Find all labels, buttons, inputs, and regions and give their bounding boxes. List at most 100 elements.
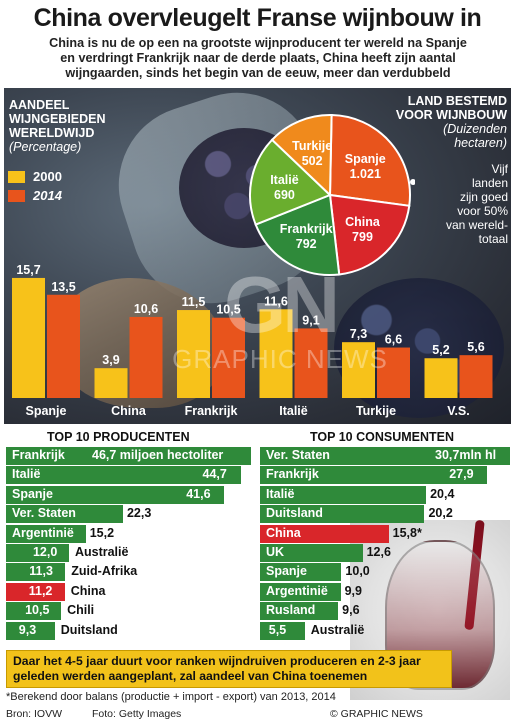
pie-slice-label: Spanje	[345, 152, 386, 166]
row-value: 9,9	[344, 583, 362, 598]
row-bar	[260, 505, 425, 524]
annotation-line: landen	[471, 176, 508, 190]
source-credit: Bron: IOVW	[6, 708, 63, 720]
pie-slice-label: Turkije	[292, 139, 332, 153]
table-row: Rusland 9,6	[260, 602, 510, 621]
bar-2014-italië	[294, 328, 328, 398]
row-label: Ver. Staten	[266, 448, 330, 462]
row-label: Spanje	[266, 564, 307, 579]
pie-slice-value: 690	[274, 188, 295, 202]
row-value: 46,7 miljoen hectoliter	[92, 448, 224, 462]
row-label: Argentinië	[12, 525, 74, 540]
row-label: China	[266, 525, 301, 540]
row-label: Australië	[310, 622, 365, 637]
row-label: Duitsland	[60, 622, 118, 637]
pie-pointer-dot	[410, 179, 416, 185]
row-value: 22,3	[126, 506, 152, 521]
row-bar	[260, 544, 363, 562]
pie-panel-unit: hectaren)	[454, 136, 507, 150]
row-value: 12,0	[32, 545, 58, 559]
bar-2014-turkije	[377, 347, 410, 398]
table-row: Argentinië 9,9	[260, 582, 510, 601]
pie-slice-value: 502	[302, 154, 323, 168]
bar-2014-spanje	[47, 294, 80, 398]
table-row: Argentinië 15,2	[6, 524, 251, 543]
heading-line: WERELDWIJD	[9, 126, 95, 140]
table-row: Ver. Staten 22,3	[6, 505, 251, 524]
note-box: Daar het 4-5 jaar duurt voor ranken wijn…	[6, 650, 452, 688]
bar-value-label: 15,7	[16, 263, 40, 277]
row-bar	[260, 447, 510, 465]
row-bar	[260, 485, 427, 504]
table-row: Duitsland 20,2	[260, 505, 510, 524]
annotation-line: Vijf	[491, 162, 508, 176]
table-row: Duitsland 9,3	[6, 621, 251, 640]
bar-value-label: 3,9	[102, 353, 119, 367]
bar-2000-frankrijk	[177, 310, 210, 398]
row-bar	[6, 485, 225, 504]
pie-slice-label: Italië	[270, 173, 299, 187]
row-value: 12,6	[366, 545, 391, 559]
pie-slice-value: 799	[352, 230, 373, 244]
bar-2000-china	[94, 368, 128, 398]
row-value: 10,5	[25, 603, 50, 618]
row-bar	[6, 524, 86, 543]
grapes-photo	[4, 88, 511, 424]
row-label: Duitsland	[266, 506, 323, 521]
bar-value-label: 7,3	[350, 327, 367, 341]
page-subtitle: China is nu de op een na grootste wijnpr…	[8, 36, 508, 81]
page-title: China overvleugelt Franse wijnbouw in	[33, 4, 482, 32]
bar-2000-italië	[259, 309, 293, 398]
legend-label: 2000	[33, 169, 62, 184]
annotation-line: zijn goed	[459, 190, 508, 204]
row-label: Chili	[67, 603, 95, 618]
row-bar	[6, 621, 55, 640]
table-row: Spanje 41,6	[6, 485, 251, 504]
row-label: China	[70, 583, 106, 598]
table-row: China 15,8*	[260, 524, 510, 543]
row-label: Rusland	[266, 603, 316, 618]
row-value: 9,6	[342, 603, 360, 618]
row-value: 27,9	[449, 467, 474, 482]
pie-slice-label: China	[345, 215, 381, 229]
bar-panel-heading: AANDEEL WIJNGEBIEDEN WERELDWIJD (Percent…	[9, 98, 106, 154]
pie-chart: Spanje 1.021 China 799 Frankrijk 792 Italië 690…	[245, 110, 416, 280]
row-bar	[260, 524, 389, 543]
pie-slice-value: 792	[296, 237, 317, 251]
annotation-line: voor 50%	[457, 204, 508, 218]
table-row: Frankrijk 27,9	[260, 466, 510, 485]
category-label: Turkije	[356, 404, 396, 418]
table-row: Italië 20,4	[260, 485, 510, 504]
subtitle-line: wijngaarden, sinds het begin van de eeuw…	[65, 66, 451, 80]
pie-slice-value: 1.021	[350, 167, 381, 181]
row-label: Frankrijk	[12, 448, 65, 462]
subtitle-line: en verdringt Frankrijk naar de derde pla…	[60, 51, 456, 65]
bar-value-label: 11,6	[264, 294, 288, 308]
pie-annotation: Vijf landen zijn goed voor 50% van werel…	[426, 162, 508, 246]
annotation-line: totaal	[478, 232, 508, 246]
bar-2014-v.s.	[459, 355, 493, 398]
row-value: 5,5	[268, 622, 287, 637]
bar-value-label: 11,5	[182, 295, 206, 309]
row-bar	[6, 602, 62, 621]
table-row: Chili 10,5	[6, 602, 251, 621]
bar-2014-frankrijk	[212, 317, 245, 398]
row-bar	[6, 505, 123, 524]
bar-value-label: 5,2	[432, 343, 449, 357]
bar-2000-turkije	[342, 342, 375, 398]
category-label: V.S.	[447, 404, 469, 418]
row-bar	[260, 563, 342, 582]
annotation-line: van wereld-	[445, 218, 508, 232]
row-bar	[6, 544, 69, 562]
heading-line: AANDEEL	[9, 98, 70, 112]
heading-line: VOOR WIJNBOUW	[395, 108, 507, 122]
row-bar	[6, 447, 251, 465]
bar-2014-china	[129, 316, 163, 398]
row-value: 10,0	[345, 564, 370, 579]
row-label: UK	[266, 545, 285, 559]
row-value: 30,7mln hl	[435, 448, 497, 462]
category-label: Spanje	[26, 404, 67, 418]
legend-swatch-2000	[8, 170, 25, 183]
consumers-table: Ver. Staten 30,7mln hl Frankrijk 27,9 Italië…	[260, 447, 510, 640]
